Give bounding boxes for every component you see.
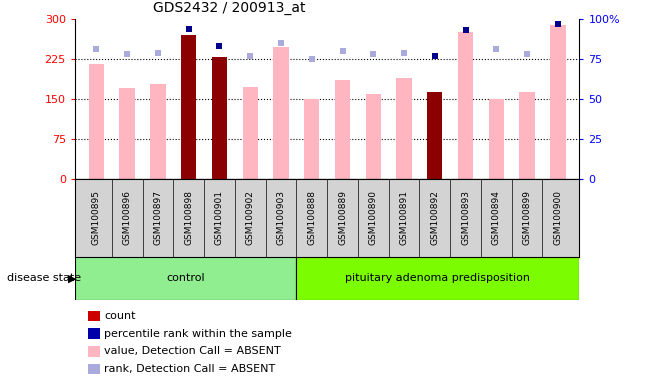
Text: GSM100895: GSM100895 [92,190,101,245]
Text: ▶: ▶ [68,273,77,283]
Bar [304,99,320,179]
Bar [366,94,381,179]
FancyBboxPatch shape [296,257,579,300]
Bar [89,65,104,179]
Text: percentile rank within the sample: percentile rank within the sample [104,329,292,339]
Bar [181,35,197,179]
Bar [243,87,258,179]
Bar [273,47,288,179]
Text: disease state: disease state [7,273,81,283]
Text: GSM100890: GSM100890 [368,190,378,245]
Text: count: count [104,311,135,321]
Text: GSM100899: GSM100899 [523,190,532,245]
Bar [489,99,504,179]
Bar [212,58,227,179]
Bar [427,92,443,179]
Text: value, Detection Call = ABSENT: value, Detection Call = ABSENT [104,346,281,356]
Bar [550,25,566,179]
Bar [181,35,197,179]
FancyBboxPatch shape [75,257,296,300]
Text: pituitary adenoma predisposition: pituitary adenoma predisposition [345,273,530,283]
Bar [212,58,227,179]
Bar [396,78,411,179]
Text: GSM100901: GSM100901 [215,190,224,245]
Bar [335,80,350,179]
Text: GSM100903: GSM100903 [277,190,286,245]
Text: control: control [166,273,204,283]
Text: GSM100900: GSM100900 [553,190,562,245]
Text: GSM100898: GSM100898 [184,190,193,245]
Text: GSM100893: GSM100893 [461,190,470,245]
Text: GSM100888: GSM100888 [307,190,316,245]
Bar [150,84,165,179]
Text: GSM100894: GSM100894 [492,190,501,245]
Text: GSM100889: GSM100889 [338,190,347,245]
Text: GSM100897: GSM100897 [154,190,163,245]
Text: GSM100896: GSM100896 [122,190,132,245]
Text: GSM100891: GSM100891 [400,190,409,245]
Bar [519,92,534,179]
Text: GSM100892: GSM100892 [430,190,439,245]
Text: rank, Detection Call = ABSENT: rank, Detection Call = ABSENT [104,364,275,374]
Bar [120,88,135,179]
Text: GSM100902: GSM100902 [245,190,255,245]
Bar [427,92,443,179]
Text: GDS2432 / 200913_at: GDS2432 / 200913_at [153,2,305,15]
Bar [458,33,473,179]
